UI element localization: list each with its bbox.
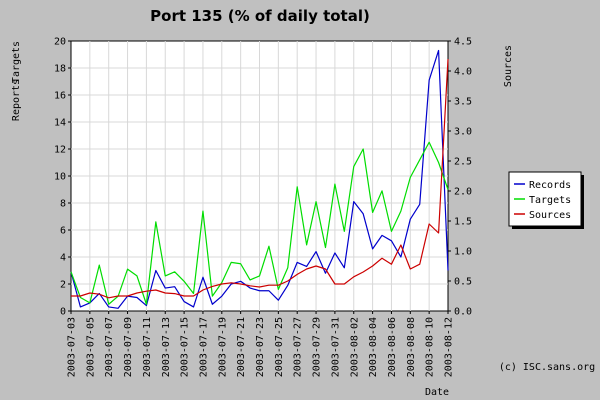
legend: Records Targets Sources <box>508 171 584 229</box>
right-tick-label: 4.5 <box>454 37 472 48</box>
left-tick-label: 2 <box>60 280 66 291</box>
legend-label-sources: Sources <box>529 210 571 221</box>
chart-title: Port 135 (% of daily total) <box>150 7 370 25</box>
series-line-records <box>70 49 449 309</box>
x-tick-label: 2003-08-02 <box>349 317 360 377</box>
x-tick-label: 2003-07-15 <box>180 317 191 377</box>
x-tick-label: 2003-07-17 <box>198 317 209 377</box>
credit-text: (c) ISC.sans.org <box>499 362 595 373</box>
x-tick-label: 2003-07-03 <box>67 317 78 377</box>
x-tick-label: 2003-08-04 <box>368 317 379 377</box>
right-tick-label: 2.5 <box>454 157 472 168</box>
x-axis-ticks: 2003-07-03 2003-07-05 2003-07-07 2003-07-09… <box>67 311 455 377</box>
right-tick-label: 0.5 <box>454 277 472 288</box>
left-tick-label: 16 <box>54 91 66 102</box>
left-tick-label: 18 <box>54 64 66 75</box>
x-tick-label: 2003-08-06 <box>387 317 398 377</box>
right-tick-label: 1.0 <box>454 247 472 258</box>
x-tick-label: 2003-07-13 <box>161 317 172 377</box>
right-axis-ticks: 0.0 0.5 1.0 1.5 2.0 2.5 3.0 3.5 4.0 4.5 <box>448 37 472 318</box>
series-lines <box>70 49 449 309</box>
right-tick-label: 1.5 <box>454 217 472 228</box>
left-axis-label-reports: Reports <box>11 79 22 121</box>
series-line-targets <box>70 141 449 305</box>
x-tick-label: 2003-07-25 <box>274 317 285 377</box>
x-tick-label: 2003-08-08 <box>406 317 417 377</box>
right-tick-label: 2.0 <box>454 187 472 198</box>
left-axis-ticks: 0 2 4 6 8 10 12 14 16 18 20 <box>54 37 71 318</box>
left-tick-label: 20 <box>54 37 66 48</box>
right-tick-label: 4.0 <box>454 67 472 78</box>
left-tick-label: 6 <box>60 226 66 237</box>
x-tick-label: 2003-07-21 <box>236 317 247 377</box>
x-tick-label: 2003-07-27 <box>293 317 304 377</box>
x-tick-label: 2003-07-11 <box>142 317 153 377</box>
left-tick-label: 0 <box>60 307 66 318</box>
left-tick-label: 14 <box>54 118 66 129</box>
right-tick-label: 3.0 <box>454 127 472 138</box>
x-tick-label: 2003-07-29 <box>312 317 323 377</box>
right-tick-label: 3.5 <box>454 97 472 108</box>
x-tick-label: 2003-07-23 <box>255 317 266 377</box>
left-tick-label: 12 <box>54 145 66 156</box>
series-line-sources <box>71 58 449 299</box>
right-axis-label: Sources <box>503 45 514 87</box>
legend-label-records: Records <box>529 180 571 191</box>
left-tick-label: 8 <box>60 199 66 210</box>
right-tick-label: 0.0 <box>454 307 472 318</box>
x-tick-label: 2003-07-05 <box>85 317 96 377</box>
legend-label-targets: Targets <box>529 195 571 206</box>
x-tick-label: 2003-07-19 <box>217 317 228 377</box>
x-tick-label: 2003-07-07 <box>104 317 115 377</box>
gridlines <box>71 41 448 311</box>
left-tick-label: 4 <box>60 253 66 264</box>
x-tick-label: 2003-07-31 <box>330 317 341 377</box>
x-tick-label: 2003-08-12 <box>444 317 455 377</box>
left-axis-label-targets: Targets <box>11 41 22 83</box>
x-tick-label: 2003-07-09 <box>123 317 134 377</box>
x-tick-label: 2003-08-10 <box>425 317 436 377</box>
left-tick-label: 10 <box>54 172 66 183</box>
x-axis-label: Date <box>425 387 449 398</box>
